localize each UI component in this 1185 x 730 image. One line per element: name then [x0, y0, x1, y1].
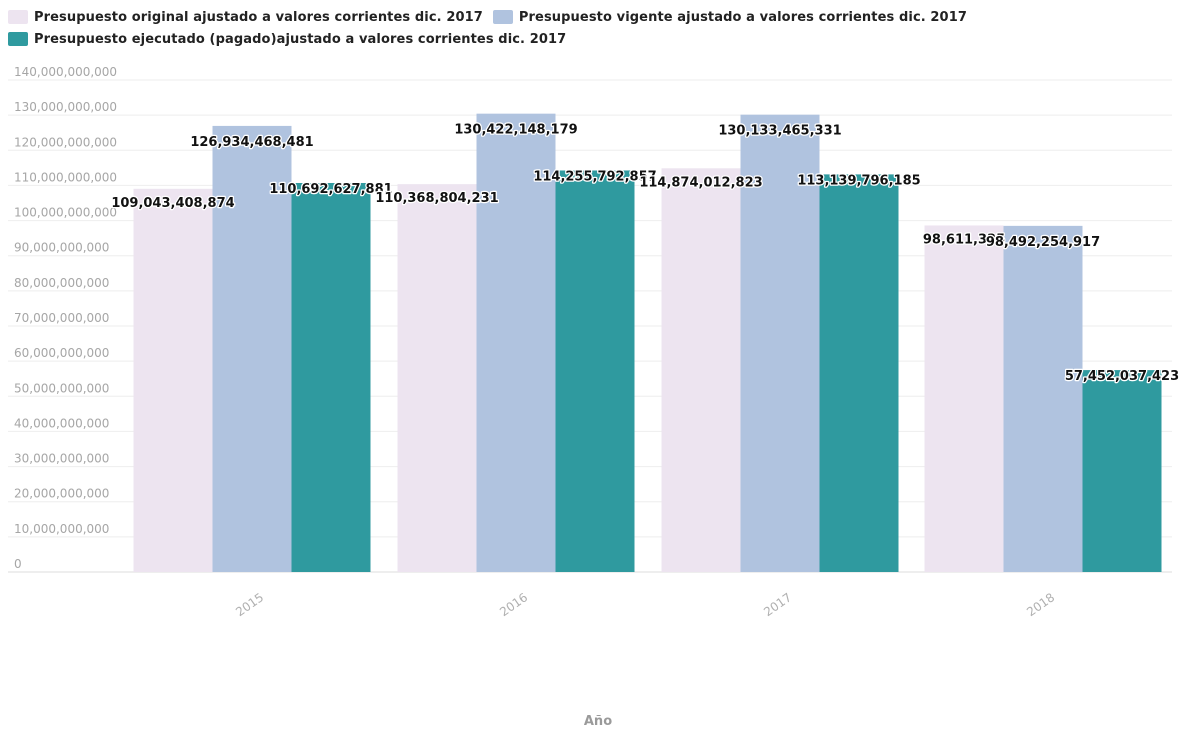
y-tick-label: 30,000,000,000 [14, 452, 109, 466]
legend-swatch [8, 10, 28, 24]
bar-2016-series-1[interactable] [397, 184, 477, 572]
data-labels: 109,043,408,874 126,934,468,481 110,692,62… [110, 121, 1180, 385]
legend-item-1[interactable]: Presupuesto original ajustado a valores … [8, 6, 483, 28]
legend: Presupuesto original ajustado a valores … [8, 6, 1178, 50]
x-axis-title: Año [584, 714, 612, 729]
y-tick-label: 130,000,000,000 [14, 100, 117, 114]
data-label: 113,139,796,185 [797, 173, 920, 188]
y-tick-label: 20,000,000,000 [14, 487, 109, 501]
legend-label: Presupuesto vigente ajustado a valores c… [518, 9, 967, 25]
data-label: 114,874,012,823 [639, 175, 762, 190]
y-tick-label: 70,000,000,000 [14, 311, 109, 325]
data-label: 130,133,465,331 [718, 124, 841, 139]
data-label: 57,452,037,423 [1065, 369, 1179, 384]
legend-label: Presupuesto original ajustado a valores … [34, 9, 483, 25]
data-label: 126,934,468,481 [190, 135, 313, 150]
data-label: 98,611,335 [923, 232, 1005, 247]
y-tick-label: 60,000,000,000 [14, 346, 109, 360]
x-tick-label: 2018 [1024, 590, 1057, 619]
bar-2017-series-1[interactable] [661, 168, 741, 572]
bar-2018-series-2[interactable] [1003, 225, 1083, 573]
y-tick-label: 50,000,000,000 [14, 381, 109, 395]
bar-2017-series-2[interactable] [740, 114, 820, 572]
data-label: 110,368,804,231 [375, 191, 498, 206]
data-label: 114,255,792,857 [533, 169, 656, 184]
bar-2015-series-3[interactable] [291, 182, 371, 572]
y-tick-label: 10,000,000,000 [14, 522, 109, 536]
bar-2016-series-3[interactable] [555, 170, 635, 572]
bars [133, 113, 1162, 573]
data-label: 109,043,408,874 [111, 196, 234, 211]
legend-label: Presupuesto ejecutado (pagado)ajustado a… [34, 31, 567, 47]
y-tick-label: 120,000,000,000 [14, 135, 117, 149]
y-tick-label: 100,000,000,000 [14, 206, 117, 220]
y-axis-tick-labels: 0 10,000,000,000 20,000,000,000 30,000,000,… [14, 65, 117, 571]
legend-item-2[interactable]: Presupuesto vigente ajustado a valores c… [492, 6, 967, 28]
data-label: 130,422,148,179 [454, 123, 577, 138]
y-tick-label: 0 [14, 557, 22, 571]
legend-swatch [492, 10, 513, 24]
data-label: 110,692,627,881 [269, 182, 392, 197]
bar-2016-series-2[interactable] [476, 113, 556, 573]
bar-2015-series-1[interactable] [133, 188, 213, 573]
y-tick-label: 140,000,000,000 [14, 65, 117, 79]
x-tick-label: 2015 [233, 590, 266, 619]
bar-2018-series-1[interactable] [924, 225, 1004, 572]
y-tick-label: 80,000,000,000 [14, 276, 109, 290]
bar-2015-series-2[interactable] [212, 125, 292, 572]
x-tick-label: 2017 [761, 590, 794, 619]
legend-swatch [8, 32, 28, 46]
bar-2018-series-3[interactable] [1082, 370, 1162, 572]
legend-item-3[interactable]: Presupuesto ejecutado (pagado)ajustado a… [8, 28, 566, 50]
y-tick-label: 90,000,000,000 [14, 241, 109, 255]
data-label: 98,492,254,917 [986, 235, 1100, 250]
x-tick-label: 2016 [497, 590, 530, 619]
bar-2017-series-3[interactable] [819, 174, 899, 573]
y-tick-label: 110,000,000,000 [14, 170, 117, 184]
y-tick-label: 40,000,000,000 [14, 416, 109, 430]
